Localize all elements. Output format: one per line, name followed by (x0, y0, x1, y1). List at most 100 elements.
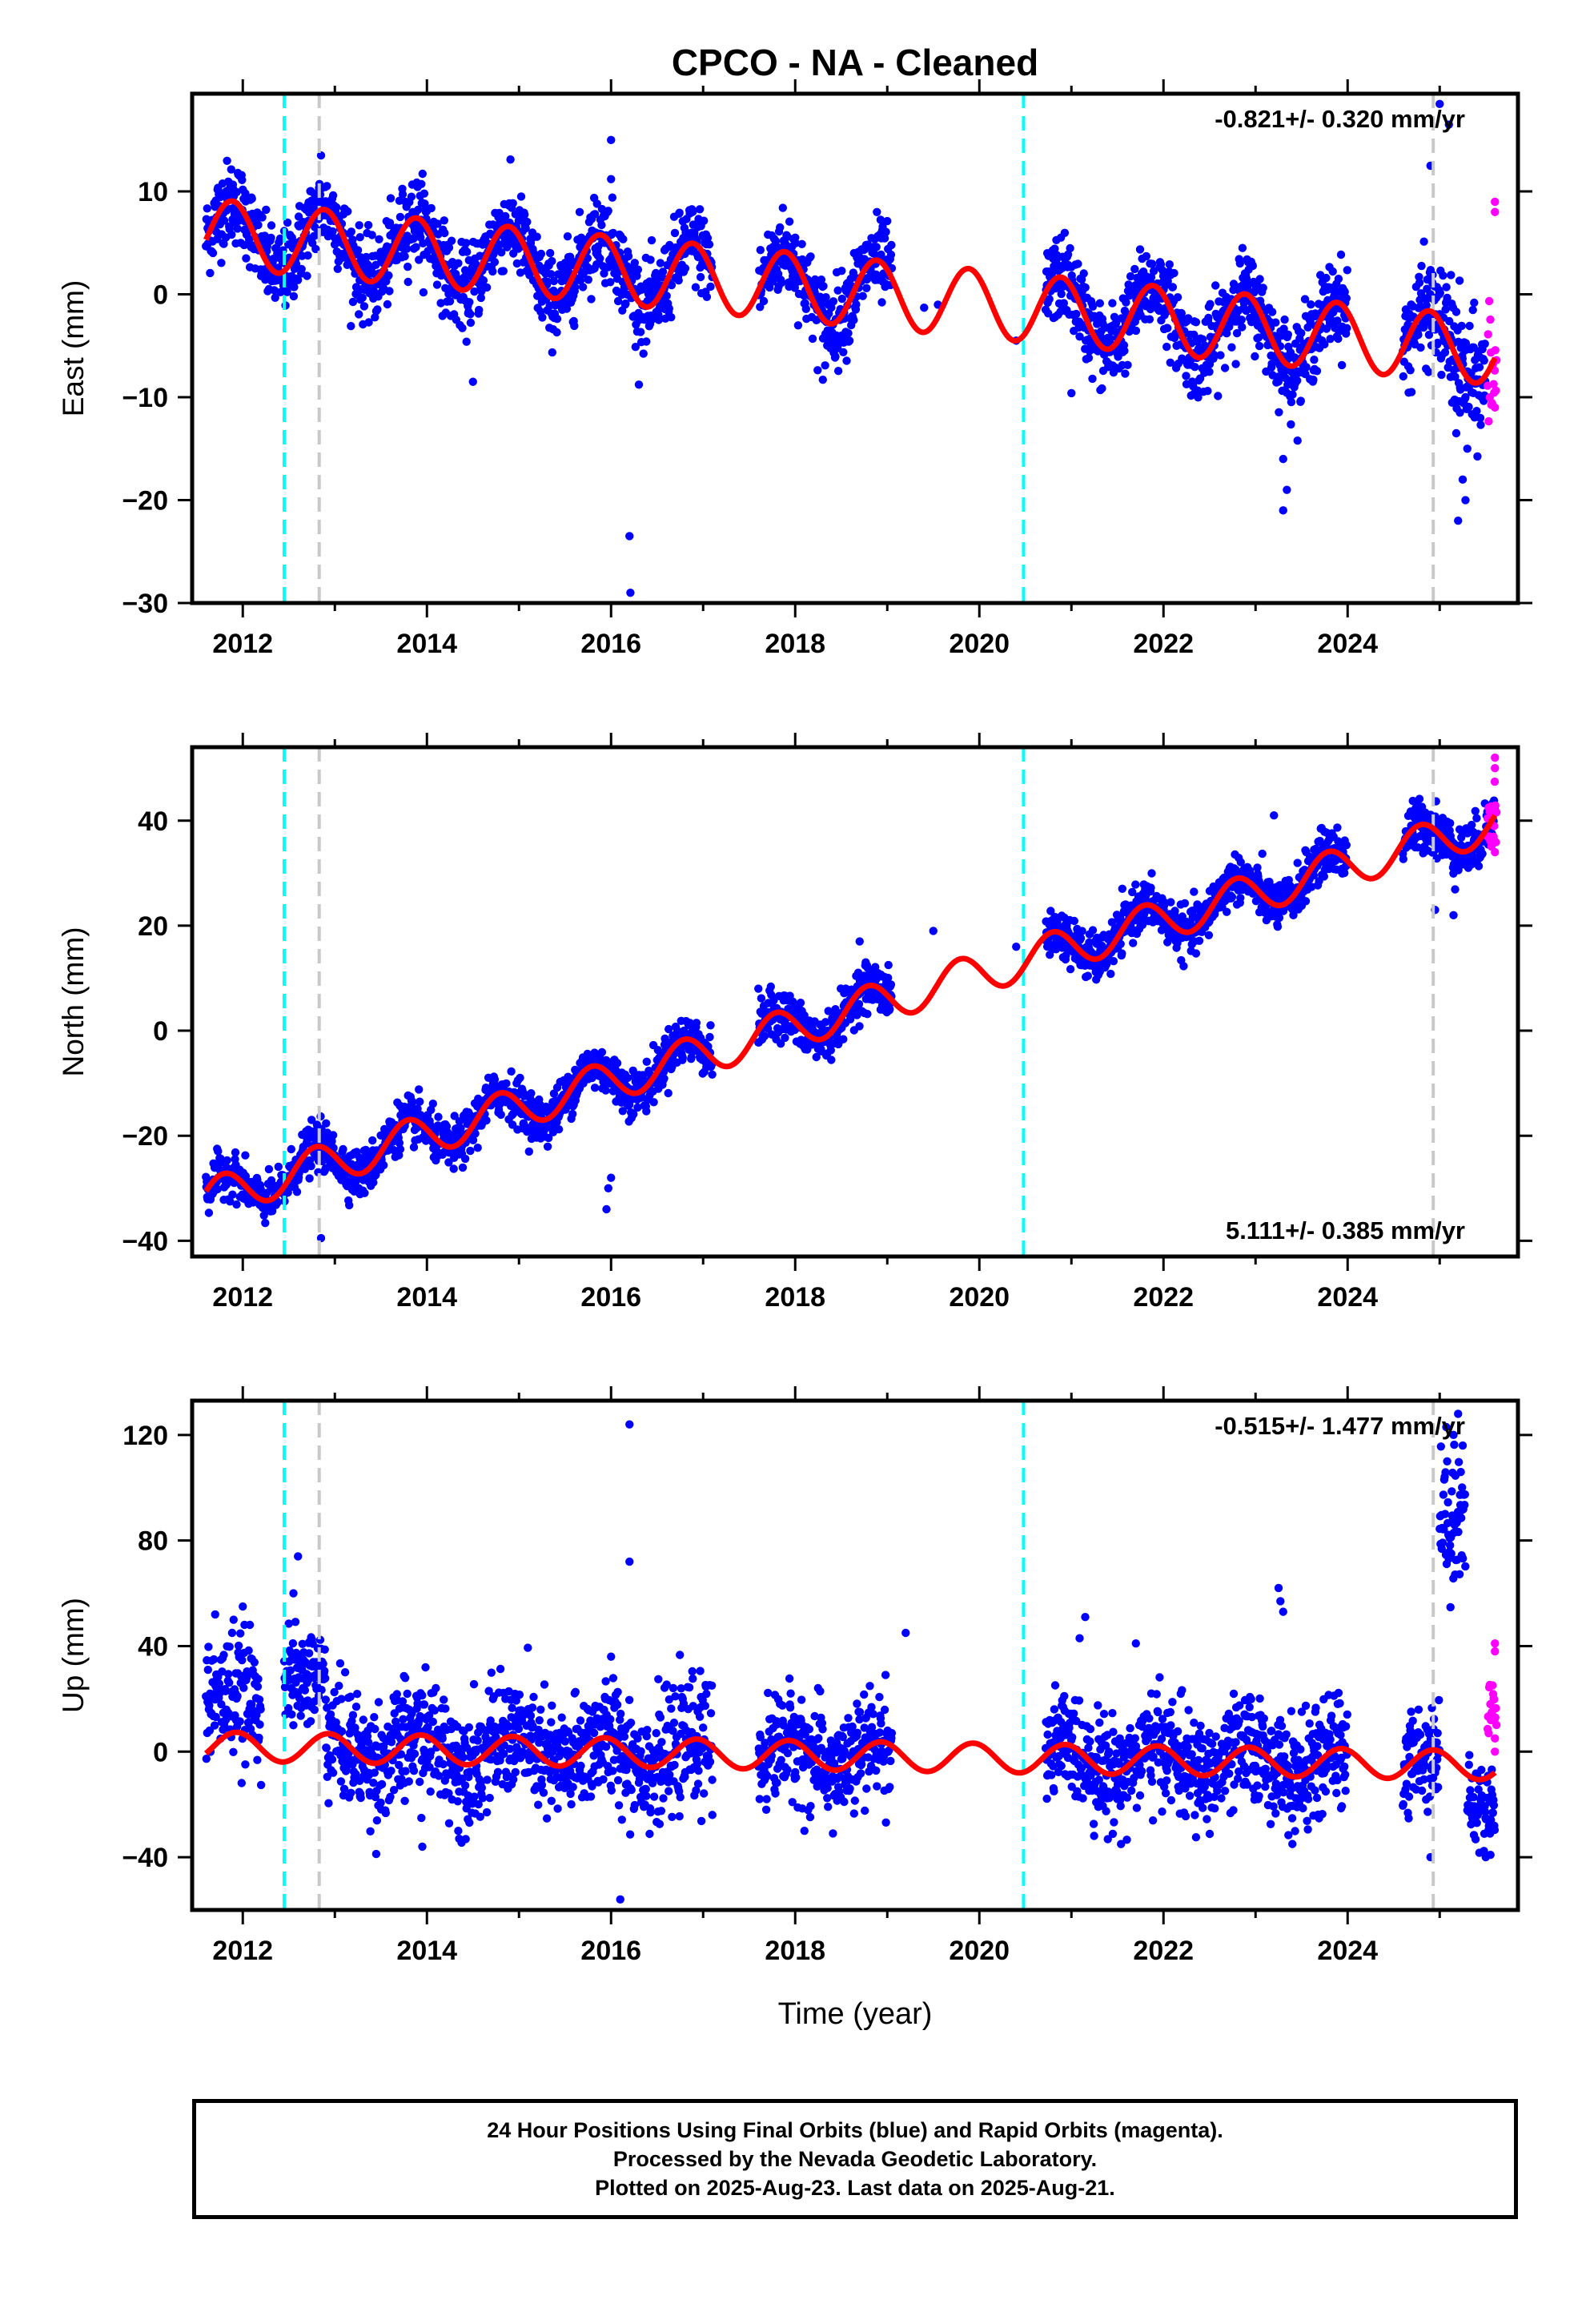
data-point (1108, 299, 1117, 308)
data-point (241, 1151, 250, 1160)
data-point (590, 210, 600, 219)
data-point (781, 1033, 789, 1043)
data-point (447, 236, 456, 245)
data-point (502, 1079, 511, 1088)
data-point (232, 187, 241, 197)
data-point (1271, 318, 1280, 327)
data-point (1050, 244, 1059, 253)
data-point (1288, 390, 1297, 399)
data-point (1461, 496, 1470, 505)
data-point (1074, 259, 1082, 268)
data-point (1463, 444, 1472, 453)
data-point (612, 1059, 622, 1068)
data-point (844, 328, 853, 338)
data-point (1491, 346, 1500, 355)
data-point (1312, 367, 1322, 376)
data-point (404, 262, 412, 271)
data-point (886, 250, 896, 259)
data-point (466, 310, 475, 319)
data-point (1283, 485, 1291, 494)
data-point (624, 251, 633, 261)
data-point (670, 228, 680, 238)
data-point (408, 1098, 417, 1107)
data-point (797, 239, 806, 248)
data-point (1106, 969, 1115, 979)
data-point (1446, 818, 1455, 828)
data-point (639, 349, 648, 358)
data-point (496, 1110, 505, 1120)
data-point (706, 282, 715, 292)
data-point (418, 169, 427, 179)
data-point (1204, 313, 1213, 323)
x-tick-label: 2016 (580, 629, 641, 659)
data-point (466, 1146, 475, 1156)
data-point (1273, 923, 1283, 931)
data-point (839, 1035, 848, 1043)
data-point (1465, 321, 1474, 331)
data-point (543, 1142, 552, 1152)
data-point (1248, 261, 1258, 271)
data-point (1194, 393, 1203, 402)
data-point (226, 1197, 235, 1206)
data-point (527, 1089, 536, 1098)
data-point (383, 300, 392, 309)
data-point (1165, 260, 1174, 269)
data-point (1255, 341, 1264, 351)
data-point (1452, 428, 1461, 438)
data-point (852, 300, 861, 309)
data-point (1424, 330, 1434, 340)
data-point (1407, 388, 1416, 396)
data-point (827, 1055, 836, 1064)
data-point (1190, 887, 1199, 896)
data-point (1320, 340, 1329, 349)
data-point (1456, 408, 1464, 417)
data-point (274, 1162, 283, 1172)
data-point (456, 1124, 465, 1133)
data-point (1458, 475, 1468, 485)
data-point (440, 228, 449, 238)
data-point (1183, 314, 1193, 323)
data-point (695, 205, 705, 214)
data-point (854, 999, 864, 1009)
data-point (473, 1144, 482, 1152)
data-point (837, 294, 847, 304)
data-point (547, 270, 556, 279)
data-point (1455, 276, 1464, 285)
data-point (468, 1136, 478, 1145)
data-point (1130, 264, 1139, 274)
data-point (271, 293, 279, 302)
data-point (1328, 267, 1337, 276)
data-point (626, 588, 635, 597)
data-point (261, 1219, 270, 1228)
data-point (604, 207, 612, 215)
data-point (1146, 883, 1155, 892)
data-point (759, 296, 769, 306)
data-point (692, 1019, 701, 1027)
data-point (386, 194, 396, 203)
data-point (849, 316, 858, 324)
data-point (587, 295, 596, 304)
data-point (1237, 316, 1247, 324)
data-point (204, 1208, 214, 1217)
data-point (808, 334, 817, 344)
data-point (424, 247, 432, 255)
data-point (450, 1112, 459, 1120)
data-point (796, 999, 805, 1007)
data-point (270, 286, 279, 295)
data-point (1281, 373, 1290, 383)
data-point (546, 248, 555, 258)
data-point (625, 532, 634, 541)
data-point (1199, 335, 1207, 344)
data-point (778, 203, 787, 212)
data-point (821, 293, 830, 302)
data-point (507, 1067, 516, 1076)
data-point (1070, 916, 1079, 926)
data-point (347, 322, 355, 331)
data-point (1170, 907, 1179, 915)
data-point (355, 310, 363, 319)
data-point (584, 275, 592, 284)
data-point (1419, 237, 1428, 246)
data-point (1333, 316, 1342, 325)
data-point (1470, 298, 1479, 308)
data-point (829, 297, 838, 306)
